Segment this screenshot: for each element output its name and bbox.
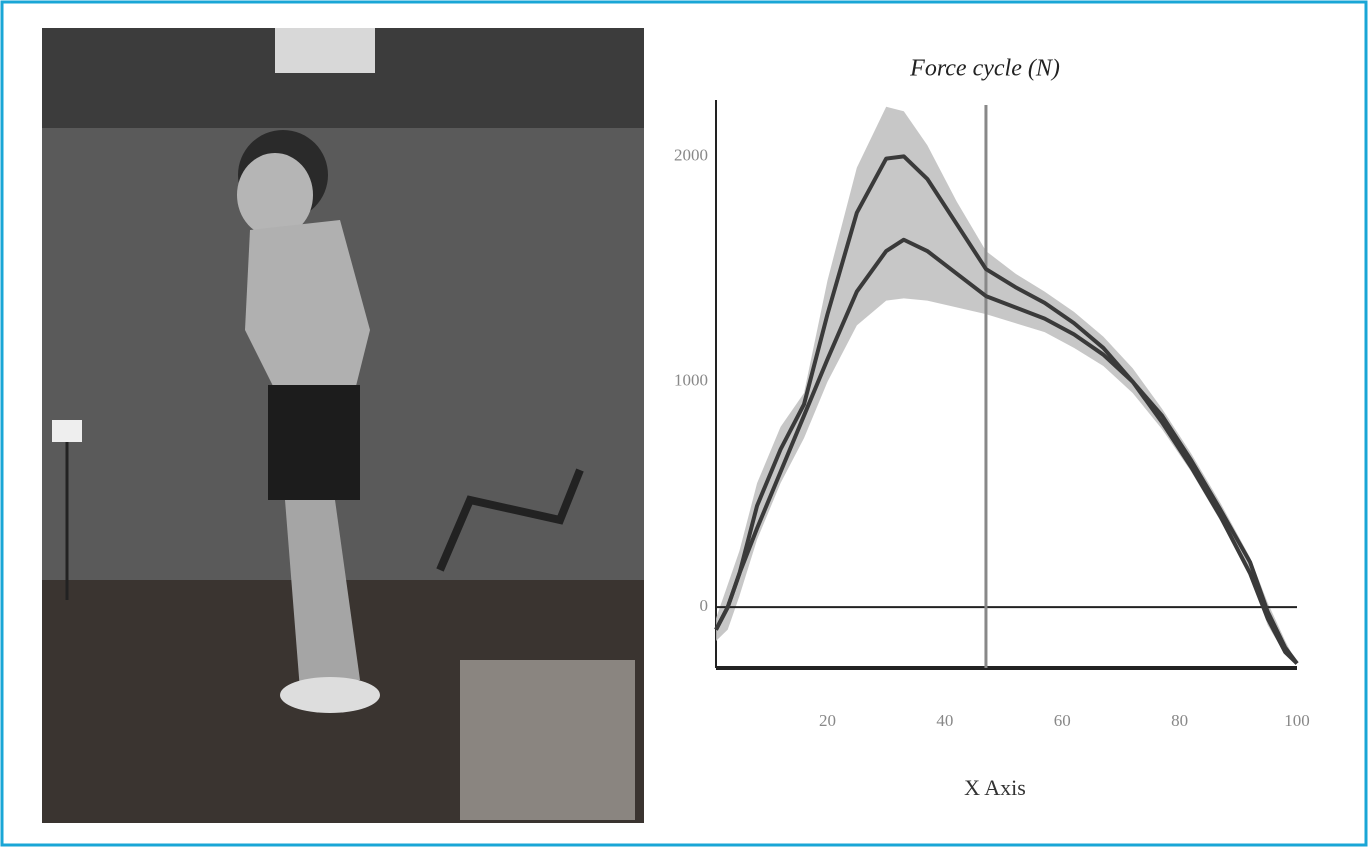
x-tick-label: 100 bbox=[1284, 711, 1310, 730]
x-tick-label: 20 bbox=[819, 711, 836, 730]
figure: Force cycle (N) X Axis 0 1000 2000 20 40 60 80… bbox=[0, 0, 1368, 847]
photo bbox=[42, 28, 644, 823]
chart-title: Force cycle (N) bbox=[909, 56, 1060, 82]
y-tick-label: 2000 bbox=[674, 145, 708, 164]
x-tick-label: 40 bbox=[936, 711, 953, 730]
x-axis-label: X Axis bbox=[964, 775, 1026, 800]
x-tick-label: 60 bbox=[1054, 711, 1071, 730]
y-tick-label: 0 bbox=[700, 596, 709, 615]
y-tick-label: 1000 bbox=[674, 371, 708, 390]
x-tick-label: 80 bbox=[1171, 711, 1188, 730]
